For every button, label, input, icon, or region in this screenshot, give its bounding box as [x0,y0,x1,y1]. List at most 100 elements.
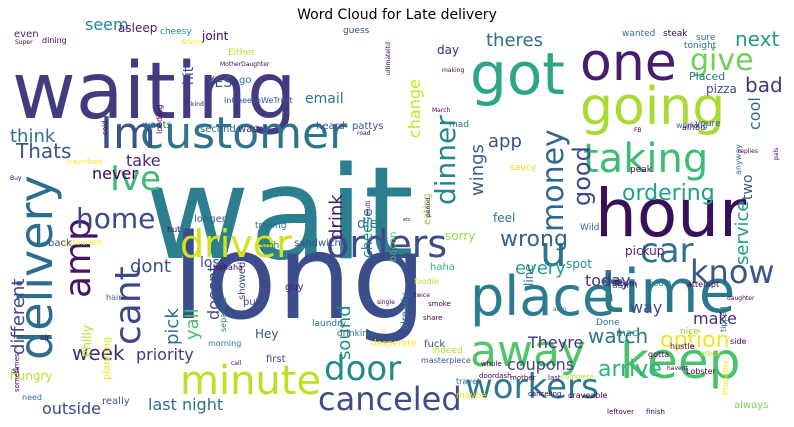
word-anyway: anyway [734,144,743,175]
word-service: service [732,201,753,265]
word-taking: taking [583,136,708,182]
word-fuck: fuck [424,339,445,350]
word-maybe: maybe [456,391,487,401]
word-home: home [76,202,155,235]
word-finish: finish [646,408,665,416]
word-email: email [305,91,344,107]
word-guy: guy [285,282,304,293]
word-single: single [377,299,395,306]
word-yall: yall [182,308,203,340]
word-arrive: arrive [598,357,662,382]
word-longer: longer [194,214,227,225]
word-priority: priority [136,345,194,364]
word-hour: hour [595,175,747,252]
word-make: make [693,309,737,328]
word-going: going [580,77,725,137]
word-etc: etc [403,217,411,223]
word-time: time [600,257,736,327]
word-money: money [536,129,571,232]
word-good: good [568,146,596,206]
word-travelfood: travelfood [67,158,103,166]
word-whole: whole [481,360,502,368]
word-outside: outside [42,399,101,418]
word-foodie: foodie [414,277,439,286]
word-option: option [660,328,730,353]
word-wasnt: wasnt [238,124,268,135]
word-every: every [515,258,566,279]
word-today: today [585,271,631,290]
word-bad: bad [745,73,783,97]
word-fb: FB [634,127,642,134]
word-asleep: asleep [118,21,157,35]
word-daughter: daughter [727,295,755,302]
word-philly: Philly [80,325,94,357]
word-pals: pals [773,148,780,160]
word-spot: spot [566,257,592,271]
word-ultimateltd: ultimateltd [385,42,392,75]
word-showed: showed [237,262,248,300]
word-motherdaughter: MotherDaughter [220,61,270,68]
word-even: even [14,29,39,40]
word-car: car [640,231,694,271]
word-workers: workers [465,367,599,407]
word-placed: Placed [689,70,725,83]
word-one: one [580,33,677,93]
word-replies: replies [738,148,758,155]
word-twice: twice [414,292,430,299]
word-wild: Wild [580,223,599,233]
word-thats: Thats [15,139,71,163]
word-gotta: gotta [648,350,669,359]
word-last: last [548,374,561,382]
word-complete: complete [561,373,594,381]
word-canceled: canceled [318,380,462,418]
word-wrong: wrong [500,227,568,252]
word-eating: eating [422,193,433,225]
word-wait: wait [145,140,414,289]
word-probably: Probably [721,360,730,395]
word-march: March [432,107,450,114]
word-theyre: Theyre [527,333,583,352]
word-week: week [72,341,125,365]
word-mac: mac [616,328,637,339]
word-wanted: wanted [622,29,655,39]
word-smoke: smoke [428,300,451,308]
word-side: side [730,337,746,346]
word-st: st [12,366,19,375]
word-damn: damn [612,281,638,291]
word-drinking: drinking [337,329,374,339]
word-planning: planning [102,337,113,380]
word-share: share [423,314,442,322]
word-amp: amp [58,218,99,298]
word-youre: youre [695,119,721,129]
word-got: got [470,40,565,108]
word-feel: feel [493,211,515,225]
word-doesnt: doesnt [204,265,223,320]
word-watch: watch [588,324,648,348]
word-nice: nice [680,327,699,337]
word-travel: travel [456,377,479,386]
word-laundry: laundry [312,319,347,329]
word-two: two [740,174,756,200]
word-wings: wings [467,144,488,196]
word-app: app [488,131,522,152]
word-last-night: last night [148,395,223,414]
word-hustle: hustle [670,342,695,351]
word-ordering: ordering [622,181,715,206]
word-model: model [646,279,671,288]
word-hut: hut [167,225,180,234]
word-tonight: tonight [684,41,717,51]
word-cool: cool [745,97,764,130]
word-line: line [522,264,536,286]
word-morning: morning [208,339,241,348]
word-hahaha: hahaha [213,263,243,272]
word-yes: YES [205,75,232,91]
word-dont: dont [130,256,171,277]
word-pattys: pattys [352,121,383,132]
word-sir: sir [40,333,50,342]
word-smh: smh [260,241,279,251]
word-know: know [690,253,775,291]
word-done: Done [596,318,620,328]
word-hit: hit [181,66,197,85]
word-lost: lost [200,255,226,271]
